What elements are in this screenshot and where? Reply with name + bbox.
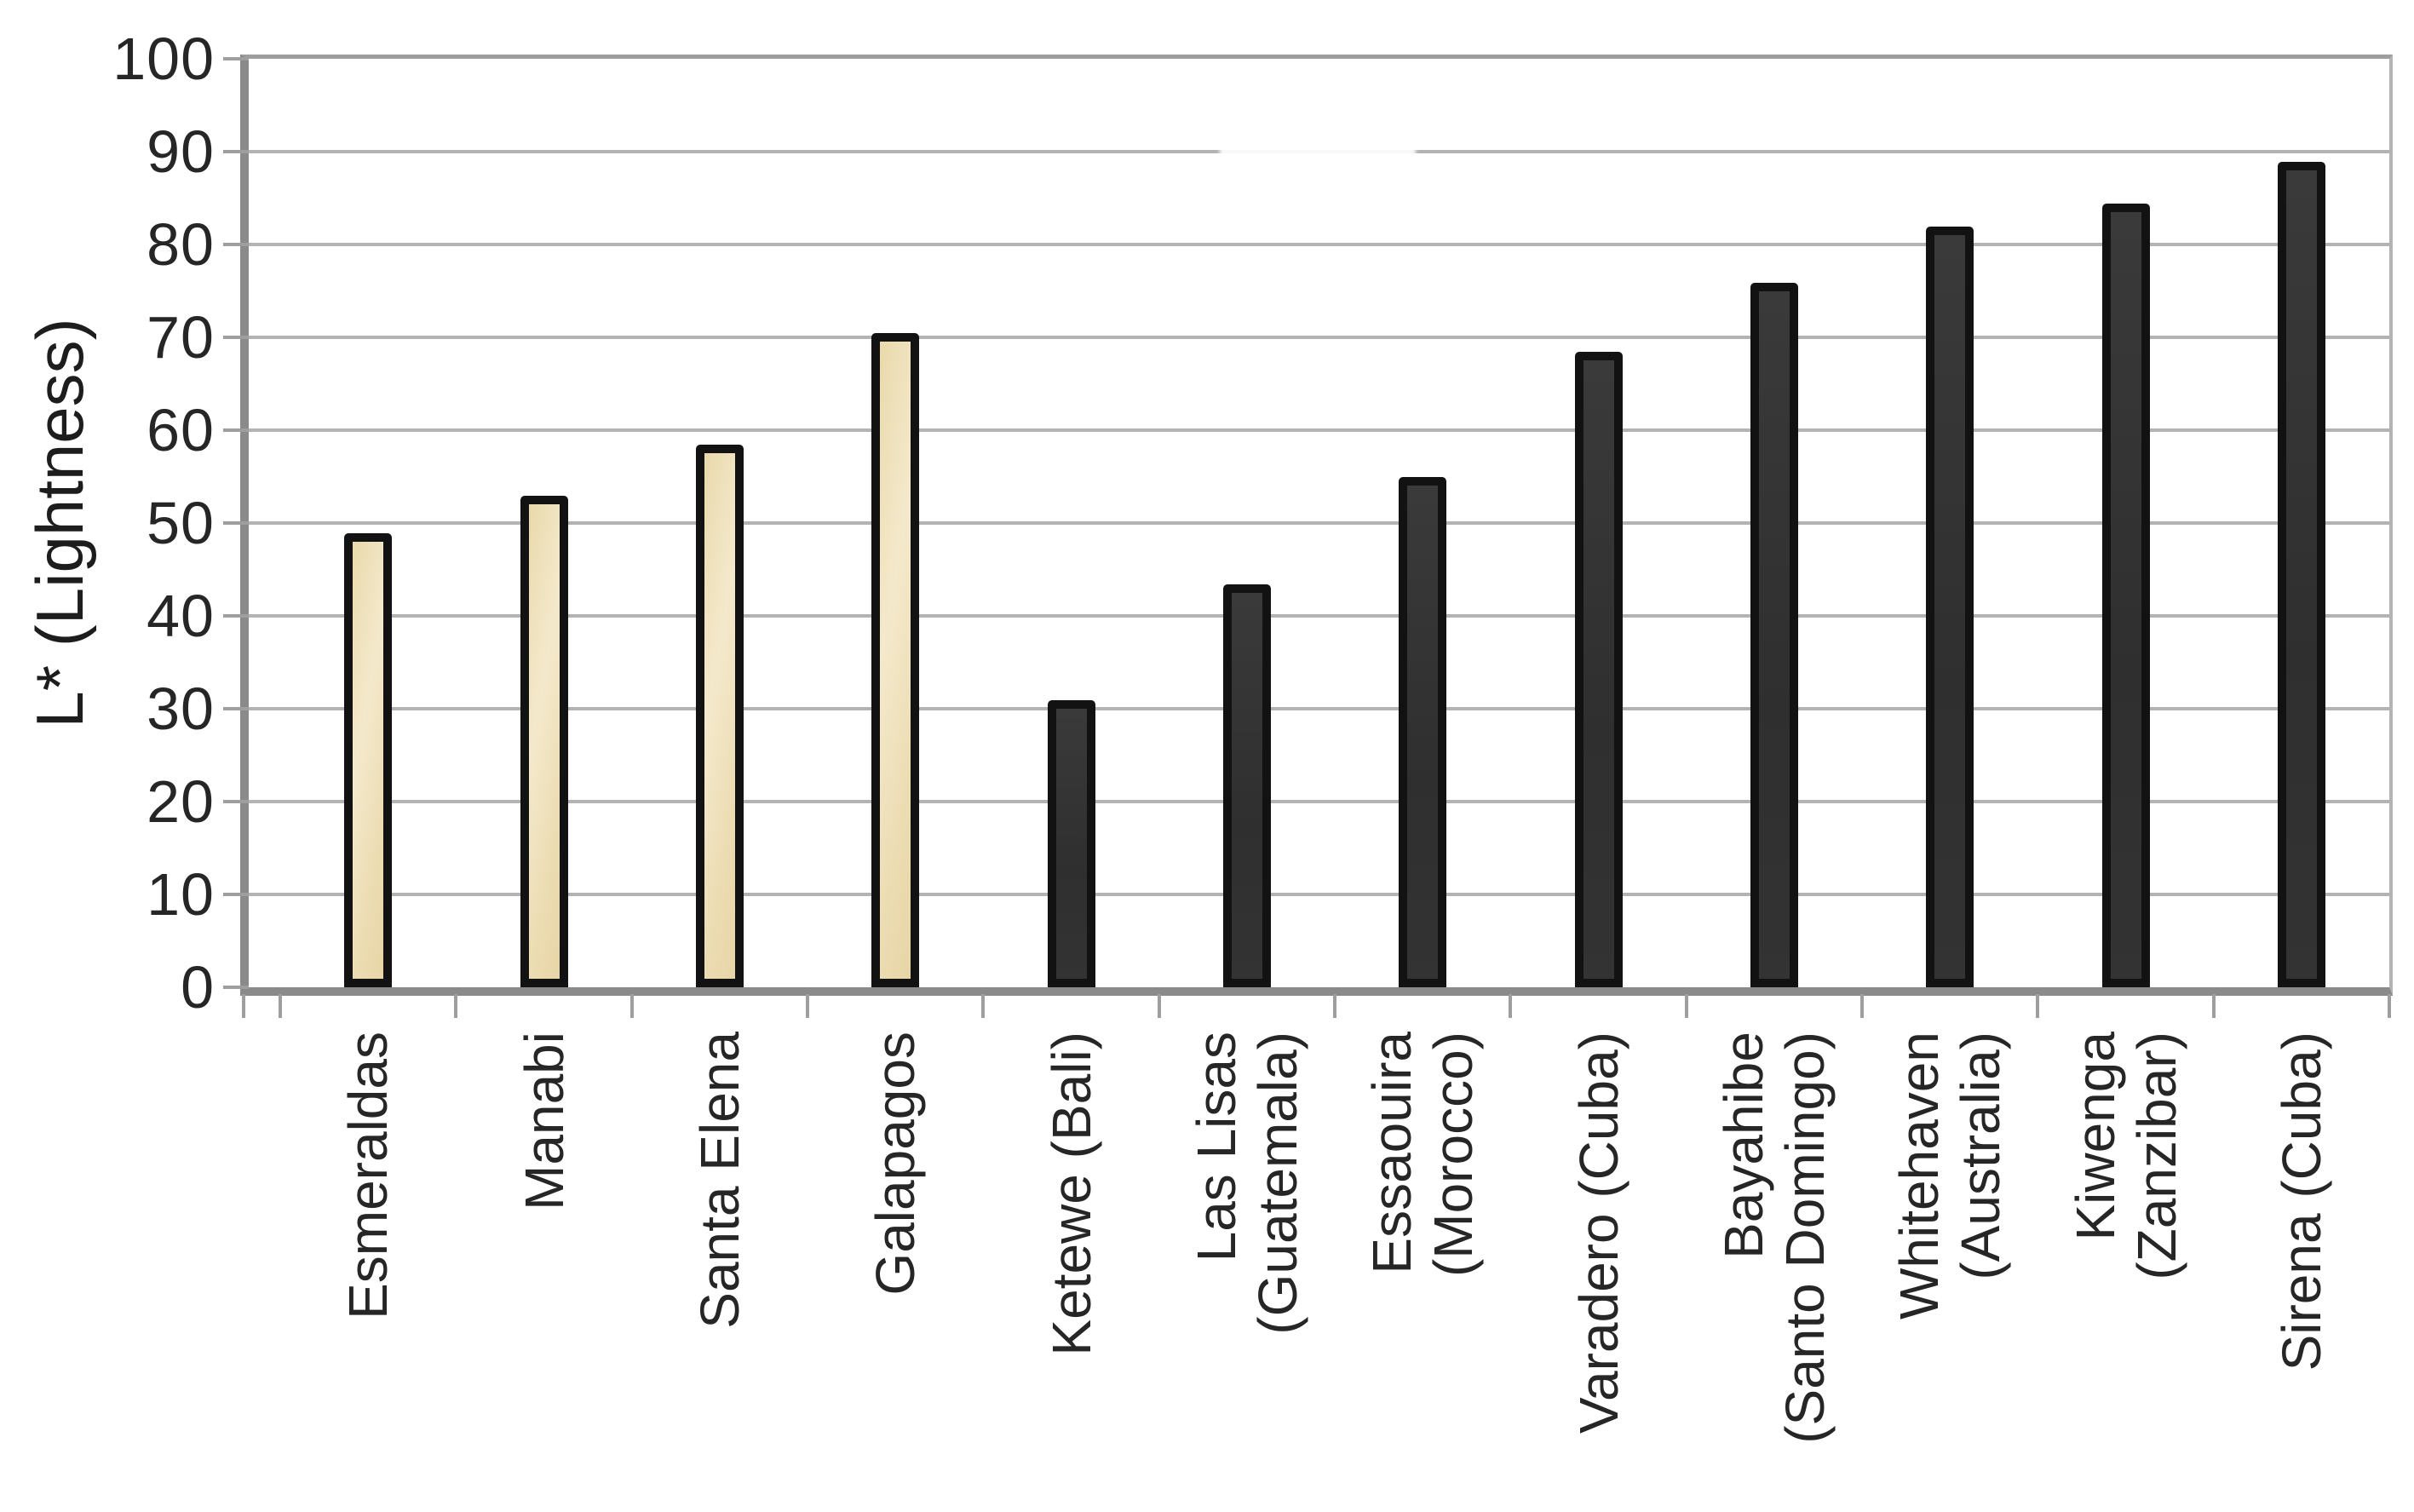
- x-tick-1: [454, 994, 458, 1018]
- y-tick-20: [223, 800, 249, 803]
- x-tick-4: [981, 994, 986, 1018]
- y-tick-label-90: 90: [147, 118, 215, 185]
- x-label-santa-elena: Santa Elena: [688, 1032, 750, 1329]
- x-label-essaouira-morocco: Essaouira (Morocco): [1361, 1032, 1485, 1278]
- y-tick-60: [223, 428, 249, 432]
- bar-sirena-cuba: [2277, 161, 2325, 987]
- x-tick-9: [1860, 994, 1864, 1018]
- gridline-80: [249, 243, 2389, 246]
- plot-area: [240, 55, 2393, 996]
- y-tick-30: [223, 707, 249, 710]
- y-tick-label-50: 50: [147, 490, 215, 556]
- y-tick-80: [223, 243, 249, 246]
- bar-kiwenga-zanzibar: [2101, 203, 2150, 987]
- bar-santa-elena: [695, 445, 744, 987]
- x-label-varadero-cuba: Varadero (Cuba): [1567, 1032, 1629, 1434]
- bar-las-lisas-guatemala: [1222, 584, 1271, 987]
- y-tick-label-20: 20: [147, 768, 215, 835]
- y-tick-label-70: 70: [147, 304, 215, 371]
- x-label-whitehaven-australia: Whitehaven (Australia): [1888, 1032, 2012, 1319]
- gridline-50: [249, 521, 2389, 525]
- x-tick-12: [2388, 994, 2391, 1018]
- x-label-manabi: Manabi: [513, 1032, 575, 1210]
- gridline-10: [249, 893, 2389, 896]
- gridline-60: [249, 428, 2389, 432]
- x-label-esmeraldas: Esmeraldas: [337, 1032, 399, 1319]
- x-tick-2: [629, 994, 634, 1018]
- x-label-kiwenga-zanzibar: Kiwenga (Zanzibar): [2064, 1032, 2187, 1280]
- y-tick-label-80: 80: [147, 211, 215, 278]
- y-tick-90: [223, 150, 249, 153]
- x-tick-0: [279, 994, 282, 1018]
- bar-varadero-cuba: [1574, 352, 1623, 987]
- y-tick-label-30: 30: [147, 676, 215, 742]
- y-tick-label-0: 0: [181, 954, 215, 1020]
- gridline-20: [249, 800, 2389, 803]
- y-tick-100: [223, 57, 249, 60]
- x-label-bayahibe-santo-domingo: Bayahibe (Santo Domingo): [1712, 1032, 1836, 1444]
- gridline-70: [249, 336, 2389, 339]
- y-tick-40: [223, 614, 249, 618]
- bar-esmeraldas: [344, 532, 393, 987]
- y-tick-label-10: 10: [147, 861, 215, 928]
- bar-bayahibe-santo-domingo: [1750, 282, 1798, 987]
- x-tick-8: [1684, 994, 1688, 1018]
- y-tick-label-60: 60: [147, 397, 215, 463]
- y-tick-label-100: 100: [112, 26, 215, 92]
- x-tick-5: [1157, 994, 1161, 1018]
- y-axis-stub: [242, 994, 245, 1018]
- gridline-40: [249, 614, 2389, 618]
- bar-ketewe-bali: [1047, 700, 1095, 987]
- y-tick-50: [223, 521, 249, 525]
- x-tick-11: [2211, 994, 2216, 1018]
- gridline-30: [249, 707, 2389, 710]
- x-tick-10: [2036, 994, 2040, 1018]
- x-tick-6: [1333, 994, 1336, 1018]
- x-tick-7: [1509, 994, 1513, 1018]
- y-tick-0: [223, 986, 249, 989]
- y-tick-label-40: 40: [147, 583, 215, 649]
- bar-essaouira-morocco: [1399, 477, 1447, 987]
- x-label-sirena-cuba: Sirena (Cuba): [2270, 1032, 2332, 1371]
- x-label-galapagos: Galapagos: [865, 1032, 927, 1296]
- bar-manabi: [520, 496, 568, 987]
- x-label-ketewe-bali: Ketewe (Bali): [1040, 1032, 1102, 1356]
- y-tick-70: [223, 336, 249, 339]
- y-tick-10: [223, 893, 249, 896]
- x-tick-3: [806, 994, 809, 1018]
- whiteout-smudge: [1220, 139, 1416, 168]
- x-label-las-lisas-guatemala: Las Lisas (Guatemala): [1185, 1032, 1308, 1335]
- bar-galapagos: [871, 333, 920, 987]
- bar-whitehaven-australia: [1926, 227, 1974, 987]
